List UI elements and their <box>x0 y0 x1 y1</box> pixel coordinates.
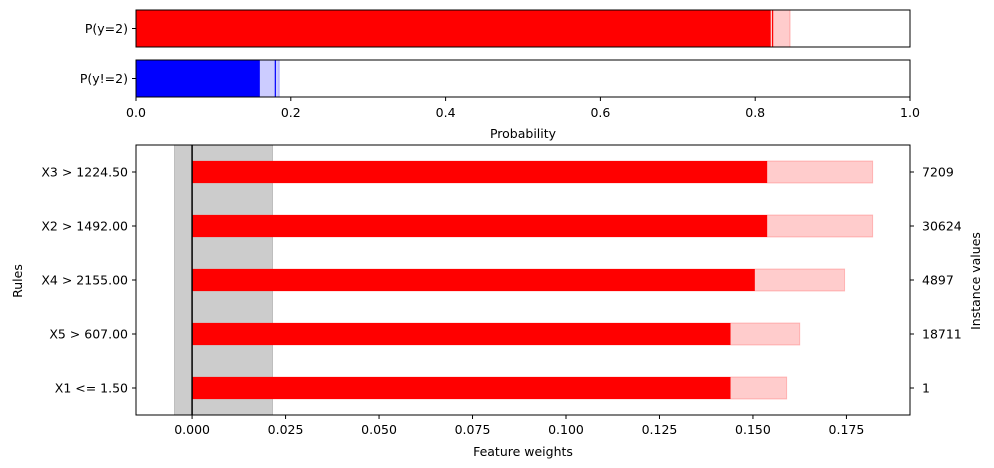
feature-weights-chart: X3 > 1224.50 7209 X2 > 1492.00 30624 X4 > 21… <box>41 144 962 437</box>
rule-label: X4 > 2155.00 <box>41 273 128 288</box>
x-tick-label: 0.150 <box>735 422 771 437</box>
instance-value-label: 30624 <box>922 219 962 234</box>
probability-bar <box>136 10 771 47</box>
x-tick-label: 0.100 <box>548 422 584 437</box>
instance-value-label: 1 <box>922 381 930 396</box>
category-label: P(y=2) <box>85 21 128 36</box>
x-tick-label: 0.0 <box>126 105 146 120</box>
rule-label: X5 > 607.00 <box>49 327 128 342</box>
probability-bar <box>136 60 260 97</box>
weights-axes-frame <box>135 144 911 416</box>
rule-label: X2 > 1492.00 <box>41 219 128 234</box>
probability-chart: P(y=2) P(y!=2) 0.0 0.2 0.4 0.6 0.8 1.0 <box>80 9 920 120</box>
instance-value-label: 4897 <box>922 273 954 288</box>
weight-bar <box>192 377 731 399</box>
x-tick-label: 0.050 <box>361 422 397 437</box>
x-tick-label: 0.075 <box>455 422 491 437</box>
weight-bar <box>192 323 731 345</box>
x-tick-label: 0.175 <box>829 422 865 437</box>
x-tick-label: 0.4 <box>436 105 456 120</box>
category-label: P(y!=2) <box>80 71 128 86</box>
weight-bar <box>192 161 768 183</box>
x-tick-label: 0.000 <box>174 422 210 437</box>
rules-axis-label: Rules <box>10 264 25 298</box>
x-tick-label: 1.0 <box>900 105 920 120</box>
probability-axis-label: Probability <box>490 126 557 141</box>
x-tick-label: 0.2 <box>281 105 301 120</box>
weight-bar <box>192 269 755 291</box>
x-tick-label: 0.125 <box>642 422 678 437</box>
instance-values-axis-label: Instance values <box>968 232 983 330</box>
instance-value-label: 7209 <box>922 165 954 180</box>
x-tick-label: 0.6 <box>590 105 610 120</box>
instance-value-label: 18711 <box>922 327 962 342</box>
rule-label: X1 <= 1.50 <box>55 381 128 396</box>
x-tick-label: 0.8 <box>745 105 765 120</box>
weight-bar <box>192 215 768 237</box>
feature-weights-axis-label: Feature weights <box>473 444 573 459</box>
x-tick-label: 0.025 <box>268 422 304 437</box>
rule-label: X3 > 1224.50 <box>41 165 128 180</box>
